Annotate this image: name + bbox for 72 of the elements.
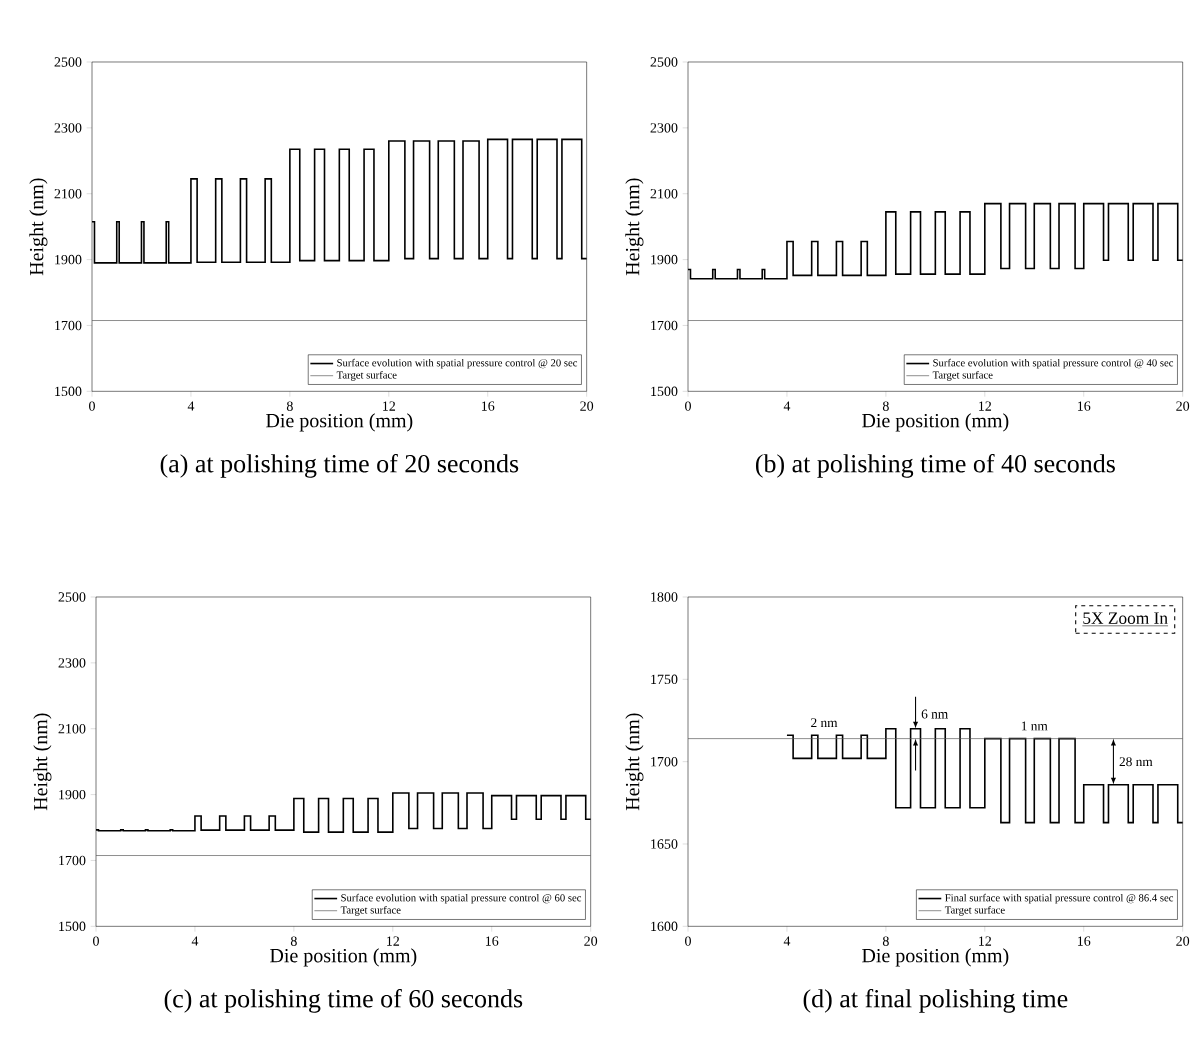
x-tick-label: 0	[685, 936, 691, 946]
y-tick-label: 2300	[650, 123, 678, 133]
y-tick-label: 1800	[651, 592, 678, 602]
y-tick-label: 1650	[651, 839, 678, 849]
legend-label: Target surface	[932, 370, 993, 381]
y-tick-label: 2100	[54, 189, 82, 199]
y-tick-label: 2100	[650, 189, 678, 199]
y-tick-label: 1600	[651, 921, 678, 932]
y-axis-title: Height (nm)	[33, 713, 52, 811]
legend-label: Target surface	[336, 370, 397, 381]
y-tick-label: 2500	[54, 57, 82, 67]
legend-label: Target surface	[340, 905, 401, 916]
annotation: 2 nm	[811, 718, 838, 728]
y-tick-label: 1700	[59, 855, 86, 866]
x-tick-label: 20	[1176, 936, 1190, 946]
x-tick-label: 16	[1077, 936, 1091, 946]
legend-label: Surface evolution with spatial pressure control @ 40 sec	[933, 358, 1174, 369]
x-tick-label: 0	[89, 401, 95, 411]
annotation: 6 nm	[921, 709, 948, 719]
x-tick-label: 16	[481, 401, 495, 411]
x-tick-label: 12	[383, 401, 396, 411]
y-tick-label: 2500	[650, 57, 678, 67]
annotation: 5X Zoom In	[1083, 612, 1168, 624]
y-tick-label: 1900	[55, 254, 82, 265]
y-axis-title: Height (nm)	[625, 713, 644, 811]
y-tick-label: 1700	[651, 320, 678, 331]
x-tick-label: 8	[882, 936, 889, 946]
text: (a) at polishing time of 20 seconds	[160, 453, 519, 478]
x-tick-label: 0	[93, 936, 99, 946]
x-tick-label: 4	[187, 401, 195, 411]
legend-label: Surface evolution with spatial pressure control @ 20 sec	[337, 358, 578, 369]
legend-label: Final surface with spatial pressure control @ 86.4 sec	[945, 893, 1174, 904]
y-tick-label: 2100	[58, 724, 86, 734]
x-tick-label: 16	[1077, 401, 1091, 411]
x-axis-title: Die position (mm)	[862, 413, 1009, 432]
x-tick-label: 4	[783, 936, 791, 946]
y-tick-label: 2300	[54, 123, 82, 133]
y-tick-label: 1700	[651, 756, 678, 767]
x-tick-label: 4	[783, 401, 791, 411]
y-tick-label: 1900	[651, 254, 678, 265]
x-tick-label: 12	[979, 936, 992, 946]
legend-label: Target surface	[944, 905, 1005, 916]
x-tick-label: 20	[1176, 401, 1190, 411]
y-tick-label: 1900	[59, 789, 86, 800]
x-tick-label: 8	[286, 401, 293, 411]
x-tick-label: 8	[290, 936, 297, 946]
x-tick-label: 12	[979, 401, 992, 411]
x-axis-title: Die position (mm)	[862, 948, 1009, 967]
x-tick-label: 8	[882, 401, 889, 411]
x-tick-label: 20	[580, 401, 594, 411]
x-tick-label: 4	[191, 936, 199, 946]
y-tick-label: 1500	[651, 386, 678, 397]
legend-label: Surface evolution with spatial pressure control @ 60 sec	[341, 893, 582, 904]
text: (d) at final polishing time	[803, 988, 1068, 1013]
annotation: 28 nm	[1119, 757, 1153, 767]
text: (b) at polishing time of 40 seconds	[755, 453, 1115, 478]
y-axis-title: Height (nm)	[625, 178, 644, 276]
y-tick-label: 1750	[651, 674, 678, 685]
annotation: 1 nm	[1021, 721, 1048, 731]
y-tick-label: 1500	[59, 921, 86, 932]
y-tick-label: 2500	[58, 592, 86, 602]
y-tick-label: 2300	[58, 658, 86, 668]
y-tick-label: 1700	[55, 320, 82, 331]
y-axis-title: Height (nm)	[29, 178, 48, 276]
x-axis-title: Die position (mm)	[266, 413, 413, 432]
y-tick-label: 1500	[55, 386, 82, 397]
x-tick-label: 12	[387, 936, 400, 946]
text: (c) at polishing time of 60 seconds	[164, 988, 523, 1013]
x-tick-label: 16	[485, 936, 499, 946]
x-tick-label: 20	[584, 936, 598, 946]
x-axis-title: Die position (mm)	[270, 948, 417, 967]
x-tick-label: 0	[685, 401, 691, 411]
